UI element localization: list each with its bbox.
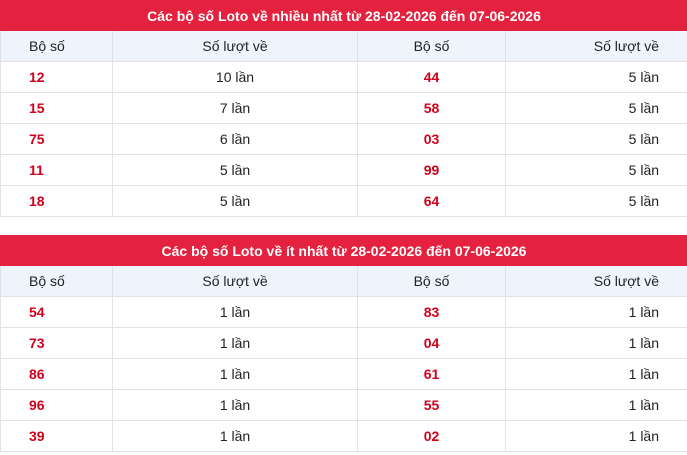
count-cell: 5 lần <box>504 92 687 124</box>
count-cell: 5 lần <box>504 61 687 93</box>
data-row: 18 5 lần 64 5 lần <box>0 185 687 217</box>
data-row: 86 1 lần 61 1 lần <box>0 358 687 390</box>
table: Các bộ số Loto về ít nhất từ 28-02-2026 … <box>0 235 687 452</box>
number-cell: 83 <box>357 296 506 328</box>
count-cell: 1 lần <box>112 420 358 452</box>
header-row: Bộ số Số lượt về Bộ số Số lượt về <box>0 30 687 62</box>
data-row: 39 1 lần 02 1 lần <box>0 420 687 452</box>
column-header: Bộ số <box>357 265 506 297</box>
count-cell: 1 lần <box>505 420 687 452</box>
data-row: 73 1 lần 04 1 lần <box>0 327 687 359</box>
count-cell: 1 lần <box>505 358 687 390</box>
table-title: Các bộ số Loto về nhiều nhất từ 28-02-20… <box>0 0 687 31</box>
number-cell: 18 <box>0 185 113 217</box>
number-cell: 44 <box>357 61 506 93</box>
count-cell: 1 lần <box>505 327 687 359</box>
count-cell: 6 lần <box>112 123 358 155</box>
count-cell: 1 lần <box>505 296 687 328</box>
count-cell: 1 lần <box>112 358 358 390</box>
count-cell: 5 lần <box>112 185 358 217</box>
count-cell: 1 lần <box>505 389 687 421</box>
data-row: 11 5 lần 99 5 lần <box>0 154 687 186</box>
count-cell: 7 lần <box>112 92 358 124</box>
title-row: Các bộ số Loto về nhiều nhất từ 28-02-20… <box>0 0 687 31</box>
column-header: Số lượt về <box>505 265 687 297</box>
number-cell: 96 <box>0 389 113 421</box>
number-cell: 39 <box>0 420 113 452</box>
count-cell: 1 lần <box>112 389 358 421</box>
table: Các bộ số Loto về nhiều nhất từ 28-02-20… <box>0 0 687 217</box>
column-header: Số lượt về <box>112 265 358 297</box>
column-header: Bộ số <box>357 30 506 62</box>
number-cell: 15 <box>0 92 113 124</box>
data-row: 96 1 lần 55 1 lần <box>0 389 687 421</box>
title-row: Các bộ số Loto về ít nhất từ 28-02-2026 … <box>0 235 687 266</box>
number-cell: 04 <box>357 327 506 359</box>
number-cell: 54 <box>0 296 113 328</box>
data-row: 15 7 lần 58 5 lần <box>0 92 687 124</box>
number-cell: 86 <box>0 358 113 390</box>
column-header: Bộ số <box>0 30 113 62</box>
number-cell: 61 <box>357 358 506 390</box>
count-cell: 10 lần <box>112 61 358 93</box>
number-cell: 58 <box>357 92 506 124</box>
column-header: Số lượt về <box>504 30 687 62</box>
number-cell: 03 <box>357 123 506 155</box>
number-cell: 64 <box>357 185 506 217</box>
number-cell: 99 <box>357 154 506 186</box>
number-cell: 11 <box>0 154 113 186</box>
number-cell: 02 <box>357 420 506 452</box>
column-header: Số lượt về <box>112 30 358 62</box>
count-cell: 5 lần <box>504 185 687 217</box>
number-cell: 75 <box>0 123 113 155</box>
data-row: 12 10 lần 44 5 lần <box>0 61 687 93</box>
data-row: 75 6 lần 03 5 lần <box>0 123 687 155</box>
count-cell: 1 lần <box>112 296 358 328</box>
number-cell: 73 <box>0 327 113 359</box>
table-title: Các bộ số Loto về ít nhất từ 28-02-2026 … <box>0 235 687 266</box>
number-cell: 12 <box>0 61 113 93</box>
count-cell: 1 lần <box>112 327 358 359</box>
count-cell: 5 lần <box>112 154 358 186</box>
header-row: Bộ số Số lượt về Bộ số Số lượt về <box>0 265 687 297</box>
column-header: Bộ số <box>0 265 113 297</box>
number-cell: 55 <box>357 389 506 421</box>
data-row: 54 1 lần 83 1 lần <box>0 296 687 328</box>
count-cell: 5 lần <box>504 123 687 155</box>
count-cell: 5 lần <box>504 154 687 186</box>
